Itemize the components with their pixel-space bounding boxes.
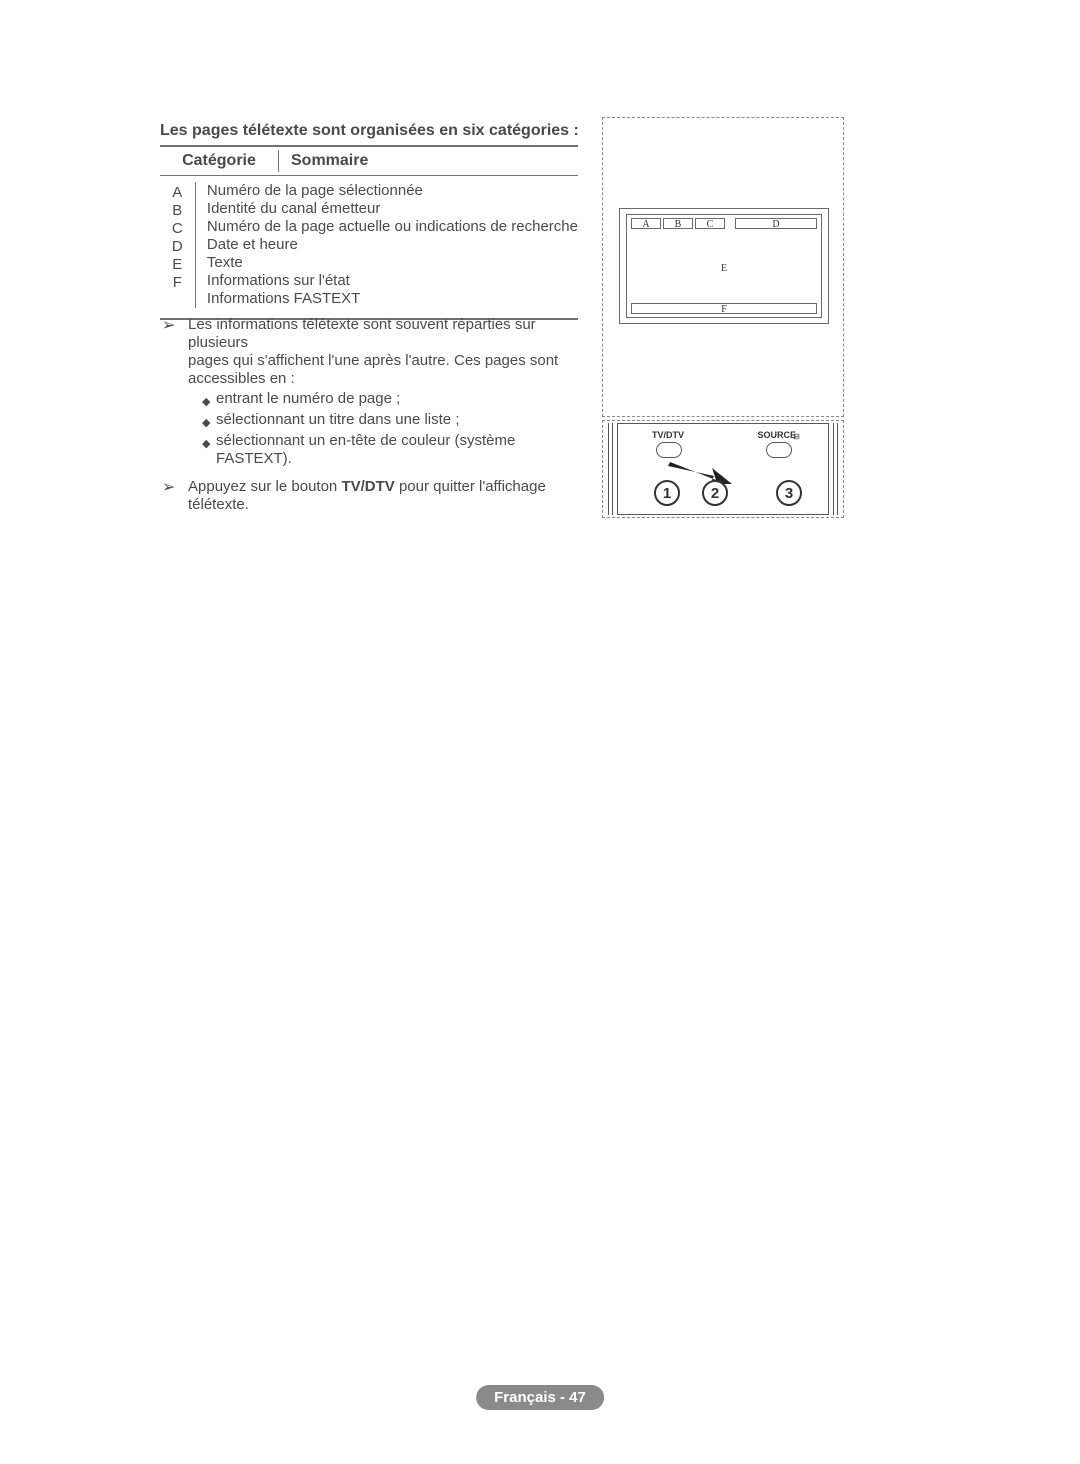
note-text: accessibles en : — [188, 370, 295, 387]
table-row: Informations sur l'état — [207, 272, 578, 290]
table-col-summary: Numéro de la page sélectionnée Identité … — [195, 182, 578, 308]
screen-region-e: E — [627, 263, 821, 274]
bullet-text: sélectionnant un en-tête de couleur (sys… — [216, 432, 592, 468]
remote-key-1: 1 — [654, 480, 680, 506]
label-source: SOURCE — [757, 430, 796, 440]
table-row: Date et heure — [207, 236, 578, 254]
note-text-bold: TV/DTV — [341, 478, 394, 495]
notes-block: ➢ Les informations télétexte sont souven… — [162, 316, 592, 524]
sub-bullet-list: ◆entrant le numéro de page ; ◆sélectionn… — [188, 390, 592, 468]
arrow-icon: ➢ — [162, 316, 188, 468]
tv-screen-inner: A B C D E F — [626, 214, 822, 318]
note-body: Appuyez sur le bouton TV/DTV pour quitte… — [188, 478, 592, 514]
diamond-icon: ◆ — [202, 411, 216, 432]
note-text: pour quitter l'affichage — [395, 478, 546, 495]
table-row: C — [160, 220, 195, 238]
table-header-summary: Sommaire — [279, 152, 368, 170]
table-row: A — [160, 184, 195, 202]
table-row: E — [160, 256, 195, 274]
table-row: Informations FASTEXT — [207, 290, 578, 308]
screen-region-f: F — [631, 303, 817, 314]
note-item: ➢ Les informations télétexte sont souven… — [162, 316, 592, 468]
source-button — [766, 442, 792, 458]
source-icon: ⊟ — [793, 432, 800, 441]
table-col-category: A B C D E F — [160, 182, 195, 308]
diamond-icon: ◆ — [202, 390, 216, 411]
note-item: ➢ Appuyez sur le bouton TV/DTV pour quit… — [162, 478, 592, 514]
bullet-text: sélectionnant un titre dans une liste ; — [216, 411, 460, 432]
note-text: Appuyez sur le bouton — [188, 478, 341, 495]
note-body: Les informations télétexte sont souvent … — [188, 316, 592, 468]
table-row: D — [160, 238, 195, 256]
screen-diagram-box: A B C D E F — [602, 117, 844, 417]
note-text: télétexte. — [188, 496, 249, 513]
screen-region-d: D — [735, 218, 817, 229]
screen-region-b: B — [663, 218, 693, 229]
list-item: ◆sélectionnant un titre dans une liste ; — [202, 411, 592, 432]
remote-edge — [612, 423, 613, 515]
screen-region-c: C — [695, 218, 725, 229]
note-text: pages qui s'affichent l'une après l'autr… — [188, 352, 558, 369]
page: Les pages télétexte sont organisées en s… — [0, 0, 1080, 1464]
intro-heading: Les pages télétexte sont organisées en s… — [160, 122, 579, 140]
table-body: A B C D E F Numéro de la page sélectionn… — [160, 176, 578, 318]
tv-screen-outer: A B C D E F — [619, 208, 829, 324]
screen-region-a: A — [631, 218, 661, 229]
list-item: ◆entrant le numéro de page ; — [202, 390, 592, 411]
remote-key-2: 2 — [702, 480, 728, 506]
table-row: Numéro de la page sélectionnée — [207, 182, 578, 200]
arrow-icon — [668, 454, 738, 488]
note-text: Les informations télétexte sont souvent … — [188, 316, 536, 351]
remote-inner: TV/DTV SOURCE ⊟ 1 2 3 — [617, 423, 829, 515]
table-header-category: Catégorie — [160, 152, 278, 170]
page-footer: Français - 47 — [476, 1385, 604, 1410]
remote-key-3: 3 — [776, 480, 802, 506]
table-row: Identité du canal émetteur — [207, 200, 578, 218]
arrow-icon: ➢ — [162, 478, 188, 514]
bullet-text: entrant le numéro de page ; — [216, 390, 400, 411]
table-row: B — [160, 202, 195, 220]
remote-edge — [833, 423, 834, 515]
list-item: ◆sélectionnant un en-tête de couleur (sy… — [202, 432, 592, 468]
table-row: Texte — [207, 254, 578, 272]
table-row: F — [160, 274, 195, 292]
diamond-icon: ◆ — [202, 432, 216, 468]
table-row: Numéro de la page actuelle ou indication… — [207, 218, 578, 236]
remote-edge — [837, 423, 838, 515]
remote-edge — [608, 423, 609, 515]
label-tvdtv: TV/DTV — [652, 430, 684, 440]
table-header-row: Catégorie Sommaire — [160, 147, 578, 175]
remote-diagram-box: TV/DTV SOURCE ⊟ 1 2 3 — [602, 420, 844, 518]
category-table: Catégorie Sommaire A B C D E F Numéro de… — [160, 145, 578, 320]
